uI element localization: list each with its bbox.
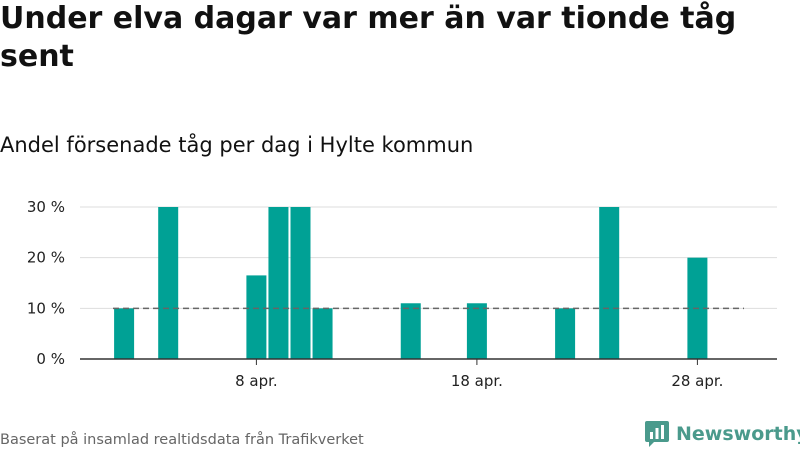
- bar: [290, 207, 311, 359]
- chart-subtitle: Andel försenade tåg per dag i Hylte komm…: [0, 133, 474, 157]
- y-tick-label: 0 %: [36, 350, 65, 368]
- source-note: Baserat på insamlad realtidsdata från Tr…: [0, 432, 364, 448]
- bar: [400, 303, 421, 359]
- chart-title: Under elva dagar var mer än var tionde t…: [0, 1, 737, 74]
- bar: [555, 308, 576, 359]
- brand-name: Newsworthy: [676, 423, 800, 445]
- brand-logo: Newsworthy: [644, 419, 800, 449]
- x-tick-label: 8 apr.: [235, 372, 278, 390]
- bar: [114, 308, 135, 359]
- bar: [268, 207, 289, 359]
- bar: [599, 207, 620, 359]
- x-tick-label: 18 apr.: [451, 372, 503, 390]
- x-tick-label: 28 apr.: [671, 372, 723, 390]
- bar: [466, 303, 487, 359]
- bar: [312, 308, 333, 359]
- y-tick-label: 30 %: [27, 198, 65, 216]
- bar: [246, 275, 267, 359]
- bar: [158, 207, 179, 359]
- y-tick-label: 20 %: [27, 249, 65, 267]
- bar-chart-logo-icon: [645, 421, 669, 447]
- y-tick-label: 10 %: [27, 299, 65, 317]
